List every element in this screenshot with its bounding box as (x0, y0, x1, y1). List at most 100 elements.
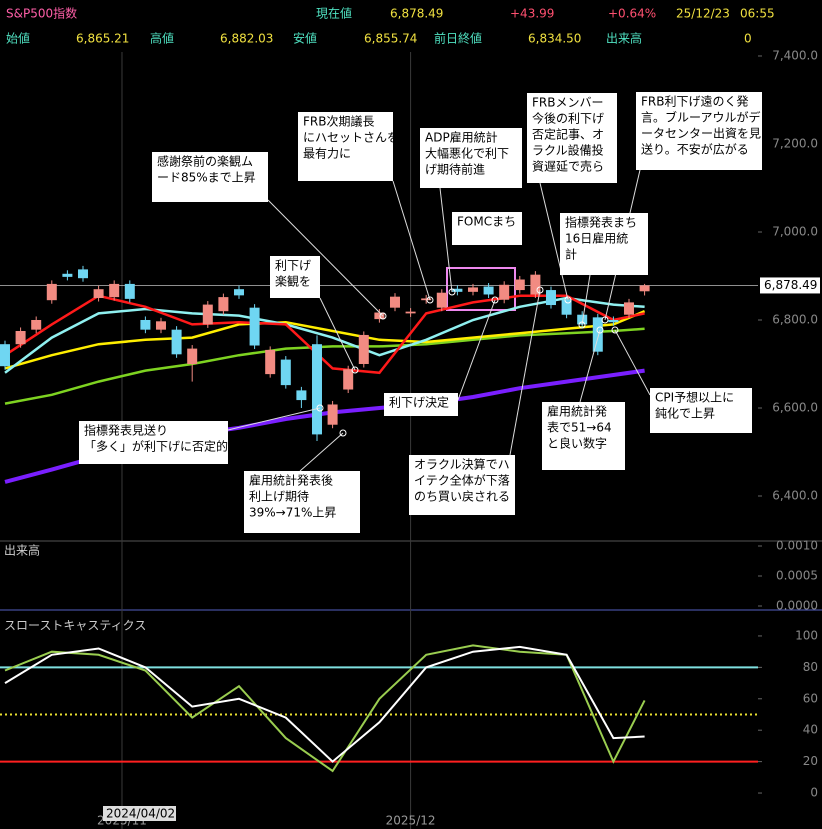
candle-body (77, 269, 88, 279)
leader-dot (564, 296, 572, 304)
panel-title: スローストキャスティクス (4, 619, 146, 633)
annotation-text: CPI予想以上に (655, 390, 734, 405)
leader-dot (351, 366, 359, 374)
candle-body (93, 289, 104, 298)
annotation-text: 利下げ決定 (389, 395, 449, 410)
candle-body (639, 285, 650, 292)
annotation-text: 感謝祭前の楽観ム (157, 154, 253, 169)
annotation-text: 利下げ (275, 259, 311, 273)
annotation-box (384, 393, 458, 416)
annotation-box (420, 128, 522, 188)
annotation-box (636, 92, 762, 170)
y-tick-label: 80 (803, 660, 818, 674)
leader-line (539, 182, 569, 301)
y-tick-label: 20 (803, 754, 818, 768)
candle-body (249, 307, 260, 346)
leader-line (267, 199, 384, 317)
candle-body (374, 312, 385, 320)
stat-label: 前日終値 (434, 31, 482, 46)
annotation-text: 16日雇用統 (565, 231, 628, 246)
moving-average (4, 310, 646, 370)
header-date: 25/12/23 (676, 7, 730, 21)
oscillator-line (4, 644, 646, 773)
y-tick-label: 7,200.0 (772, 136, 818, 150)
leader-dot (536, 286, 544, 294)
leader-dot (316, 404, 324, 412)
annotation-text: 「多く」が利下げに否定的 (84, 439, 228, 454)
annotation-text: 指標発表まち (565, 215, 637, 230)
annotation-text: 雇用統計発表後 (249, 473, 333, 488)
annotation-text: 否定記事、オ (532, 127, 604, 142)
leader-line (614, 329, 651, 396)
candle-body (31, 319, 42, 330)
annotation-text: 指標発表見送り (84, 423, 168, 438)
annotation-text: ータセンター出資を見 (641, 127, 761, 141)
annotation-box (650, 388, 752, 433)
candle-body (218, 297, 229, 312)
candle-body (296, 390, 307, 401)
y-tick-label: 6,400.0 (772, 488, 818, 502)
annotation-text: イテク全体が下落 (414, 473, 510, 488)
candle-body (499, 284, 510, 300)
leader-dot (596, 326, 604, 334)
annotation-text: げ期待前進 (425, 162, 485, 177)
stat-label: 出来高 (606, 31, 642, 46)
annotation-box (542, 402, 625, 470)
leader-line (439, 187, 453, 293)
annotation-text: FRBメンバー (532, 96, 603, 110)
candle-body (155, 321, 166, 330)
candle-body (405, 311, 416, 314)
annotation-box (270, 256, 320, 298)
stat-value: 6,855.74 (364, 32, 417, 46)
candle-body (483, 286, 494, 295)
annotation-box (298, 112, 393, 181)
annotation-text: FOMCまち (457, 215, 516, 229)
header-change-pct: +0.64% (608, 7, 656, 21)
leader-line (392, 180, 431, 301)
cursor-label: 2024/04/02 (106, 807, 175, 821)
y-tick-label: 40 (803, 723, 818, 737)
candle-body (545, 290, 556, 306)
annotation: FOMCまち (457, 215, 516, 229)
candle-body (109, 283, 120, 298)
leader-dot (611, 326, 619, 334)
stat-label: 始値 (6, 31, 30, 46)
candle-body (171, 329, 182, 355)
leader-line (227, 407, 321, 431)
leader-dot (379, 312, 387, 320)
candle-body (592, 317, 603, 352)
stat-value: 6,865.21 (76, 32, 129, 46)
annotation-box (152, 152, 268, 202)
candle-body (623, 302, 634, 315)
candle-body (467, 287, 478, 292)
annotation-box (244, 471, 360, 533)
annotation-text: オラクル決算でハ (414, 457, 510, 472)
price-label-bg (760, 277, 820, 294)
annotation-box (452, 212, 522, 245)
candle-body (389, 296, 400, 308)
x-tick-label: 2025/12 (386, 814, 436, 828)
candle-body (327, 404, 338, 425)
candle-body (436, 292, 447, 308)
candle-body (15, 330, 26, 345)
price-label: 6,878.49 (764, 278, 817, 292)
header-time: 06:55 (740, 7, 775, 21)
leader-dot (426, 296, 434, 304)
candle-body (280, 359, 291, 386)
annotation-text: ADP雇用統計 (425, 130, 498, 145)
y-tick-label: 100 (795, 628, 818, 642)
candle-body (577, 314, 588, 325)
annotation-text: FRB次期議長 (303, 115, 374, 129)
candle-body (265, 349, 276, 375)
annotation-text: 鈍化で上昇 (655, 406, 715, 421)
candle-body (46, 283, 57, 301)
candle-body (530, 274, 541, 295)
annotation-text: 大幅悪化で利下 (425, 146, 509, 161)
leader-dot (339, 429, 347, 437)
candle-body (124, 283, 135, 299)
